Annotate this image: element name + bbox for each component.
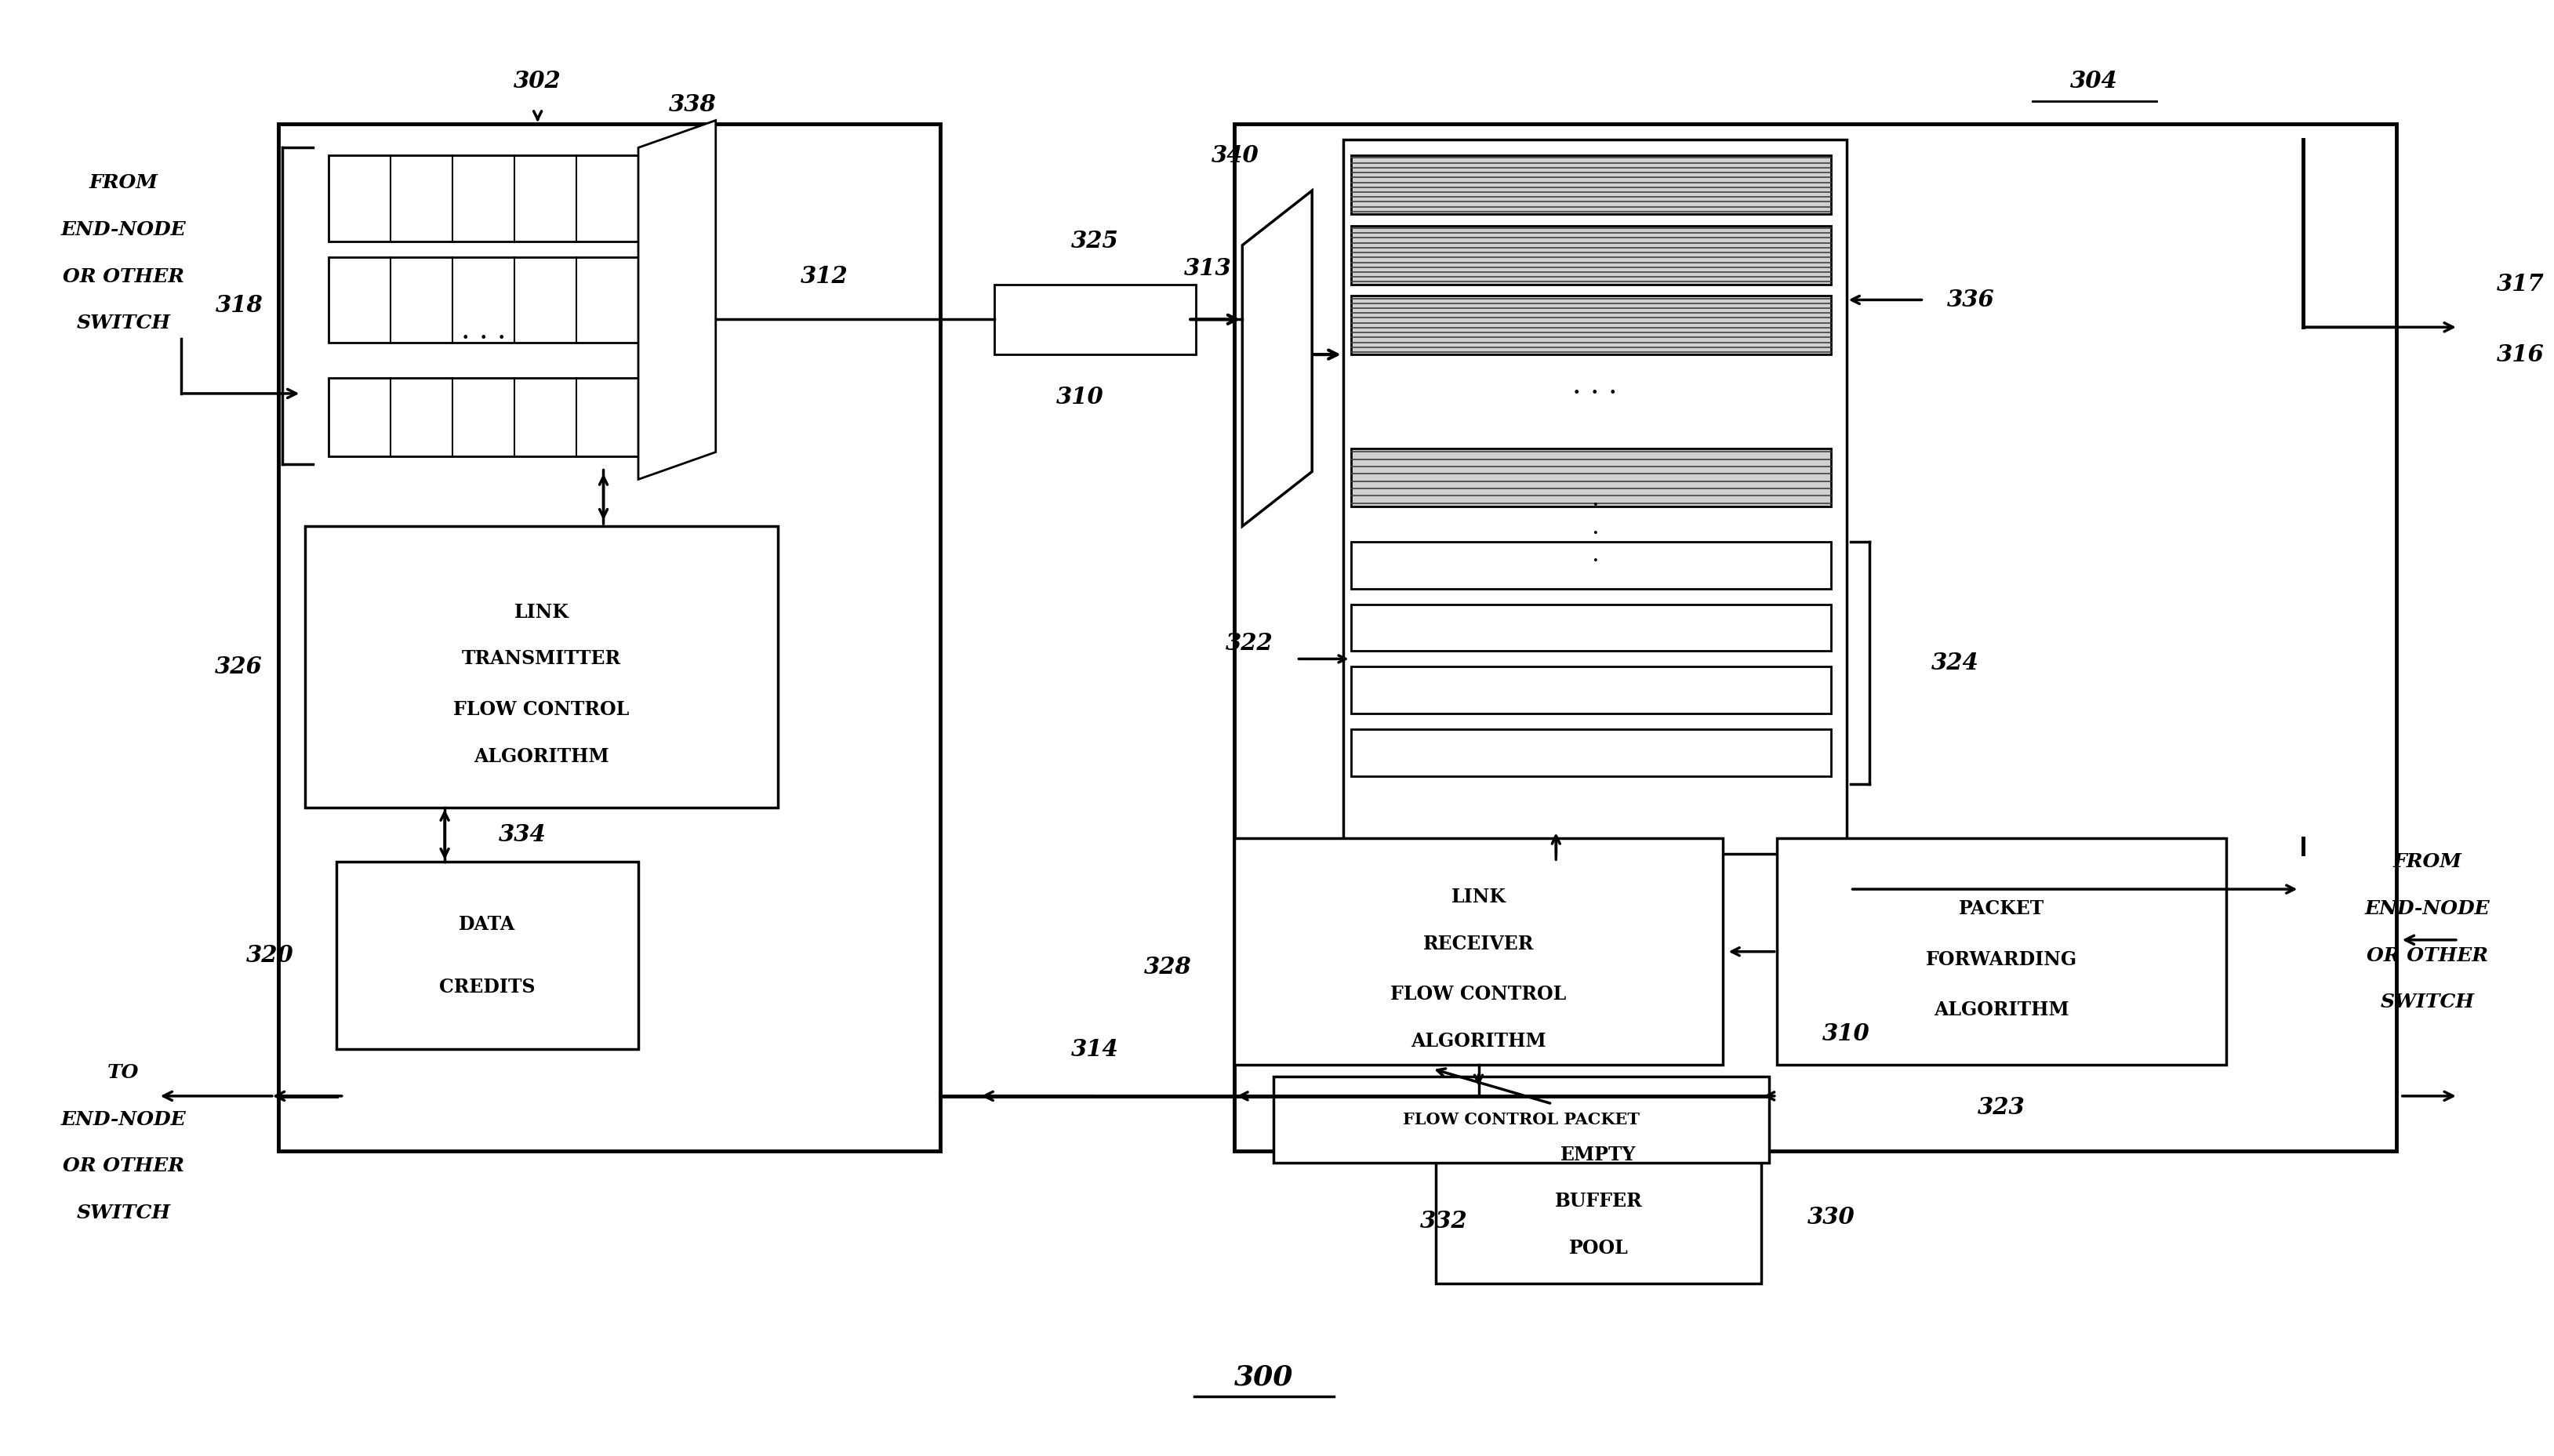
Bar: [1234, 124, 2396, 1150]
Bar: [1351, 729, 1831, 776]
Text: · · ·: · · ·: [1573, 380, 1617, 406]
Text: TRANSMITTER: TRANSMITTER: [462, 649, 621, 668]
Bar: [1778, 839, 2227, 1064]
Polygon shape: [638, 121, 715, 479]
Text: 313: 313: [1183, 258, 1231, 280]
Text: PACKET: PACKET: [1959, 900, 2043, 919]
Bar: [1343, 140, 1847, 855]
Text: LINK: LINK: [513, 603, 570, 622]
Bar: [1274, 1076, 1770, 1162]
Bar: [329, 256, 638, 342]
Text: ·
·
·: · · ·: [1591, 494, 1599, 574]
Bar: [306, 526, 779, 807]
Bar: [337, 862, 638, 1050]
Text: 336: 336: [1946, 288, 1995, 312]
Text: 304: 304: [2071, 70, 2117, 93]
Text: 317: 317: [2498, 272, 2544, 296]
Text: ALGORITHM: ALGORITHM: [1933, 1000, 2069, 1019]
Bar: [329, 379, 638, 456]
Text: 320: 320: [245, 943, 294, 967]
Text: 310: 310: [1824, 1022, 1870, 1045]
Bar: [1351, 226, 1831, 284]
Text: ALGORITHM: ALGORITHM: [1410, 1032, 1545, 1051]
Text: 300: 300: [1234, 1364, 1292, 1390]
Text: 318: 318: [215, 294, 263, 317]
Text: POOL: POOL: [1568, 1239, 1629, 1258]
Text: 310: 310: [1055, 386, 1103, 409]
Bar: [1234, 839, 1721, 1064]
Text: FLOW CONTROL: FLOW CONTROL: [455, 700, 628, 719]
Text: 316: 316: [2498, 344, 2544, 365]
Text: SWITCH: SWITCH: [2380, 993, 2475, 1012]
Text: CREDITS: CREDITS: [439, 977, 536, 996]
Text: 326: 326: [215, 655, 263, 678]
Text: OR OTHER: OR OTHER: [61, 1158, 184, 1175]
Bar: [1351, 604, 1831, 651]
Text: FROM: FROM: [2393, 852, 2462, 871]
Text: OR OTHER: OR OTHER: [61, 266, 184, 285]
Text: FORWARDING: FORWARDING: [1926, 949, 2076, 968]
Text: 312: 312: [799, 265, 848, 288]
Text: ALGORITHM: ALGORITHM: [475, 747, 610, 766]
Text: 325: 325: [1070, 230, 1119, 253]
Text: FLOW CONTROL PACKET: FLOW CONTROL PACKET: [1402, 1111, 1640, 1127]
Text: 340: 340: [1211, 144, 1259, 167]
Bar: [994, 284, 1195, 354]
Bar: [1435, 1104, 1762, 1283]
Bar: [1351, 667, 1831, 713]
Text: 302: 302: [513, 70, 562, 93]
Text: END-NODE: END-NODE: [61, 220, 186, 239]
Text: OR OTHER: OR OTHER: [2368, 946, 2488, 965]
Text: 314: 314: [1070, 1038, 1119, 1060]
Text: BUFFER: BUFFER: [1555, 1192, 1642, 1211]
Text: FROM: FROM: [89, 173, 158, 192]
Text: RECEIVER: RECEIVER: [1423, 935, 1535, 954]
Text: SWITCH: SWITCH: [77, 1204, 171, 1223]
Text: 323: 323: [1977, 1096, 2025, 1120]
Bar: [1351, 448, 1831, 507]
Polygon shape: [1241, 191, 1313, 526]
Bar: [278, 124, 940, 1150]
Text: 328: 328: [1144, 957, 1193, 978]
Text: LINK: LINK: [1451, 888, 1507, 907]
Bar: [329, 156, 638, 242]
Text: 334: 334: [498, 823, 547, 846]
Text: END-NODE: END-NODE: [2365, 900, 2490, 919]
Text: SWITCH: SWITCH: [77, 314, 171, 333]
Text: TO: TO: [107, 1063, 138, 1082]
Bar: [1351, 296, 1831, 354]
Bar: [1351, 156, 1831, 214]
Text: EMPTY: EMPTY: [1560, 1146, 1637, 1163]
Bar: [1351, 542, 1831, 588]
Text: END-NODE: END-NODE: [61, 1109, 186, 1128]
Text: 322: 322: [1226, 632, 1274, 655]
Text: · · ·: · · ·: [460, 326, 506, 352]
Text: 338: 338: [669, 93, 715, 116]
Text: DATA: DATA: [460, 914, 516, 933]
Text: 330: 330: [1808, 1206, 1854, 1229]
Text: 324: 324: [1931, 651, 1979, 674]
Text: FLOW CONTROL: FLOW CONTROL: [1389, 986, 1566, 1005]
Text: 332: 332: [1420, 1210, 1469, 1232]
